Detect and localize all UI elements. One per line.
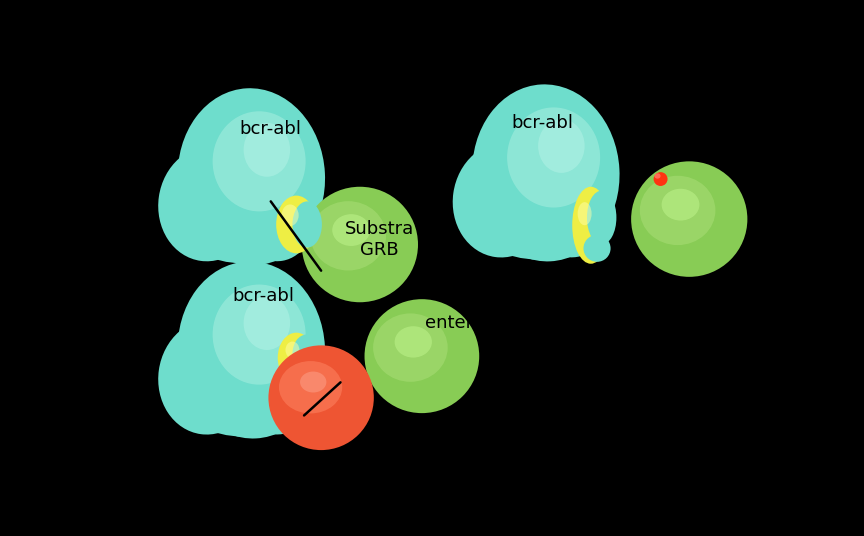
- Ellipse shape: [279, 361, 342, 413]
- Ellipse shape: [587, 191, 616, 244]
- Ellipse shape: [395, 326, 432, 358]
- Ellipse shape: [373, 314, 448, 382]
- Ellipse shape: [507, 107, 600, 207]
- Ellipse shape: [292, 334, 321, 373]
- Ellipse shape: [310, 201, 386, 271]
- Ellipse shape: [236, 343, 314, 435]
- Ellipse shape: [183, 363, 303, 437]
- Ellipse shape: [302, 187, 418, 302]
- Ellipse shape: [631, 161, 747, 277]
- Ellipse shape: [583, 235, 611, 262]
- Ellipse shape: [640, 176, 715, 245]
- Ellipse shape: [269, 345, 374, 450]
- Ellipse shape: [277, 333, 314, 383]
- Ellipse shape: [183, 190, 303, 263]
- Ellipse shape: [213, 285, 306, 385]
- Text: Substra
GRB: Substra GRB: [345, 220, 414, 259]
- Ellipse shape: [473, 84, 619, 262]
- Ellipse shape: [236, 169, 314, 261]
- Ellipse shape: [538, 119, 585, 173]
- Ellipse shape: [213, 111, 306, 211]
- Ellipse shape: [282, 204, 299, 226]
- Ellipse shape: [158, 319, 259, 435]
- Ellipse shape: [662, 189, 700, 220]
- Ellipse shape: [158, 146, 259, 262]
- Ellipse shape: [530, 166, 608, 257]
- Ellipse shape: [300, 371, 327, 392]
- Ellipse shape: [244, 296, 290, 350]
- Ellipse shape: [178, 88, 325, 265]
- Ellipse shape: [654, 173, 661, 178]
- Ellipse shape: [292, 202, 322, 248]
- Ellipse shape: [244, 123, 290, 177]
- Text: enter: enter: [425, 314, 473, 332]
- Text: bcr-abl: bcr-abl: [511, 114, 573, 132]
- Ellipse shape: [572, 187, 609, 264]
- Ellipse shape: [276, 196, 316, 254]
- Ellipse shape: [178, 262, 325, 438]
- Ellipse shape: [453, 142, 554, 257]
- Text: bcr-abl: bcr-abl: [232, 287, 294, 305]
- Ellipse shape: [478, 187, 598, 259]
- Text: bcr-abl: bcr-abl: [239, 120, 302, 138]
- Ellipse shape: [333, 214, 370, 246]
- Ellipse shape: [578, 202, 592, 225]
- Ellipse shape: [653, 172, 668, 186]
- Ellipse shape: [365, 299, 480, 413]
- Ellipse shape: [285, 341, 300, 359]
